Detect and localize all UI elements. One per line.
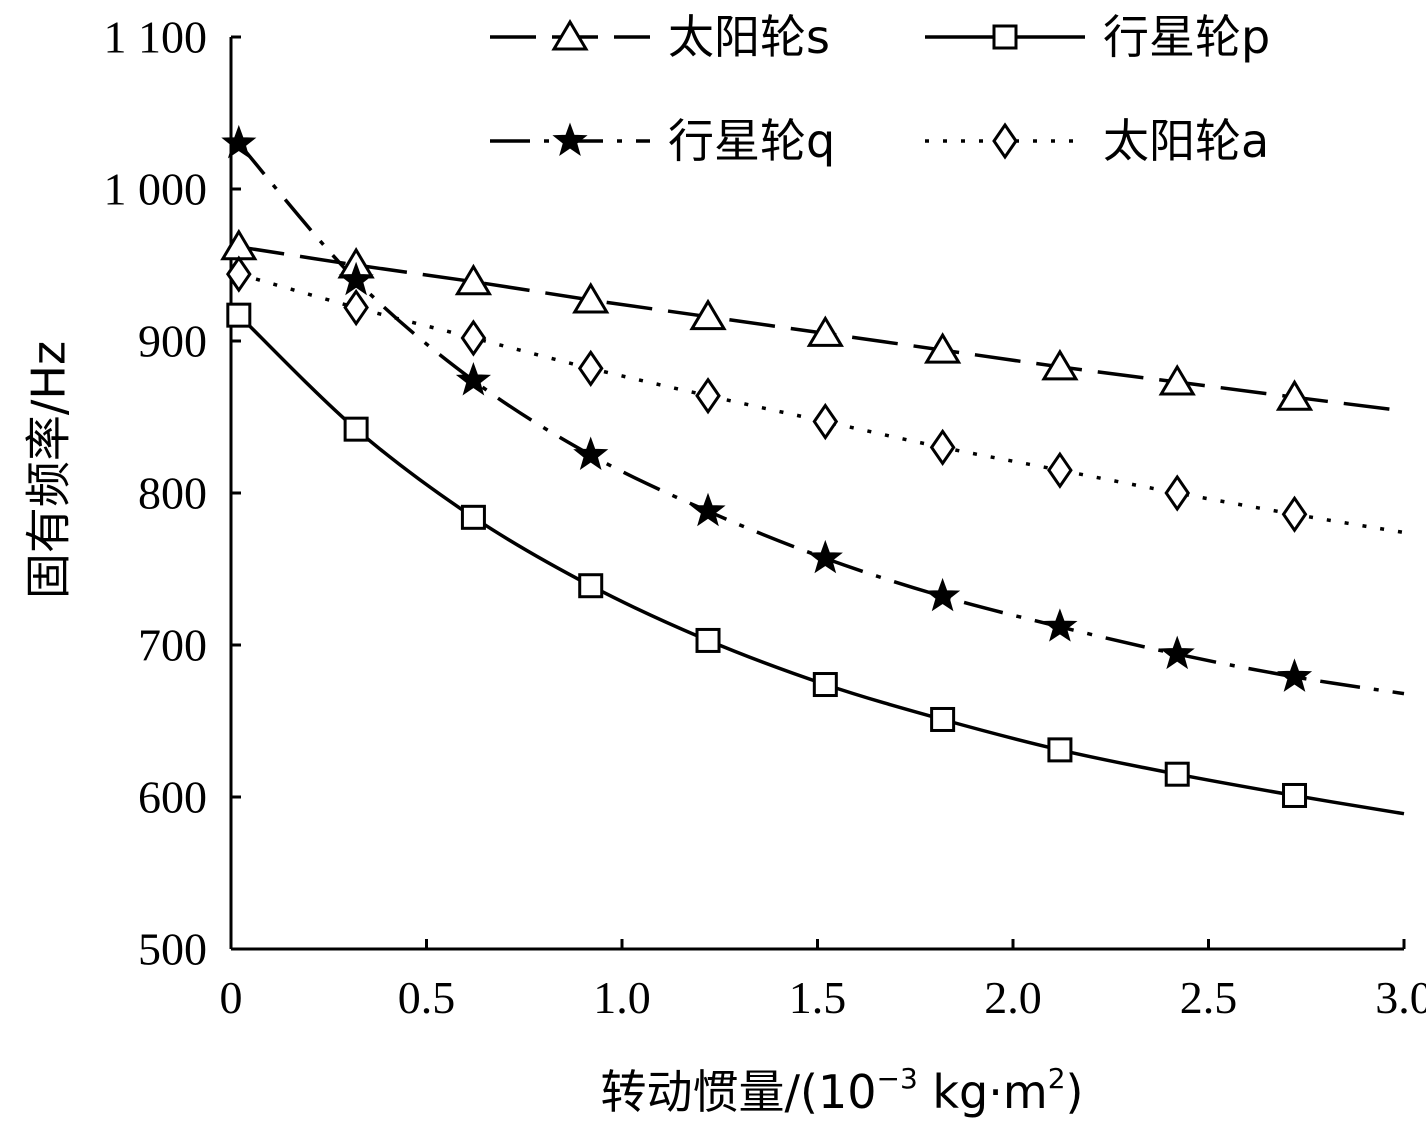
- series-2-point: [221, 124, 257, 159]
- x-tick-label: 0.5: [398, 972, 456, 1023]
- legend: 太阳轮s 行星轮p 行星轮q 太阳轮a: [490, 10, 1270, 168]
- series-3-point: [577, 349, 604, 388]
- y-axis-title: 固有频率/Hz: [22, 341, 76, 599]
- y-tick-label: 700: [138, 620, 207, 671]
- series-3-point: [1164, 474, 1191, 512]
- legend-label-3: 太阳轮a: [1103, 114, 1269, 168]
- x-tick-label: 1.0: [593, 972, 651, 1023]
- y-tick-label: 900: [138, 316, 207, 367]
- series-2-point: [455, 362, 491, 396]
- series-2-point: [1159, 635, 1195, 670]
- legend-label-1: 行星轮p: [1103, 10, 1270, 64]
- series-1-point: [343, 416, 369, 442]
- x-tick-label: 0: [220, 972, 243, 1023]
- x-axis-title-sup2: 2: [1048, 1062, 1066, 1095]
- legend-marker-1: [992, 24, 1018, 50]
- series-2-point: [1277, 658, 1313, 692]
- series-0-point: [220, 228, 258, 261]
- series-3-point: [695, 377, 721, 415]
- series-1-point: [1047, 737, 1073, 763]
- legend-marker-2: [552, 122, 588, 156]
- x-tick-label: 2.0: [984, 972, 1042, 1023]
- series-line-1: [237, 313, 1405, 816]
- legend-marker-0: [551, 19, 589, 51]
- x-tick-label: 1.5: [789, 972, 847, 1023]
- x-tick-label: 2.5: [1180, 972, 1238, 1023]
- series-1-point: [695, 627, 721, 653]
- series-3-point: [1281, 495, 1308, 533]
- y-tick-label: 500: [138, 924, 207, 975]
- series-2-point: [1042, 608, 1078, 642]
- series-lines: [237, 142, 1405, 816]
- series-2-point: [690, 492, 726, 527]
- series-1-point: [226, 302, 252, 328]
- series-0-point: [1041, 348, 1079, 381]
- series-3-point: [225, 255, 252, 293]
- series-0-point: [1158, 364, 1196, 396]
- x-axis-title-mid: kg·m: [918, 1065, 1048, 1119]
- series-3-point: [343, 288, 369, 327]
- series-2-point: [338, 261, 374, 296]
- series-2-point: [573, 436, 609, 470]
- series-3-point: [1047, 451, 1073, 489]
- x-tick-label: 3.0: [1375, 972, 1426, 1023]
- series-1-point: [578, 573, 604, 599]
- series-0-point: [923, 332, 962, 364]
- series-0-point: [689, 298, 727, 331]
- x-axis-title-main: 转动惯量/(10: [601, 1065, 877, 1119]
- series-markers: [220, 124, 1314, 808]
- legend-marker-3: [992, 122, 1018, 160]
- y-tick-label: 1 000: [104, 164, 208, 215]
- series-2-point: [925, 577, 961, 612]
- series-0-point: [1275, 379, 1314, 411]
- legend-label-0: 太阳轮s: [668, 10, 830, 64]
- series-1-point: [1282, 782, 1308, 808]
- series-1-point: [930, 706, 956, 732]
- series-1-point: [1164, 761, 1190, 787]
- x-axis-title-sup: −3: [877, 1062, 918, 1095]
- x-axis-title: 转动惯量/(10−3 kg·m2): [601, 1062, 1084, 1119]
- y-tick-label: 600: [138, 772, 207, 823]
- series-2-point: [807, 539, 843, 574]
- y-tick-label: 1 100: [104, 12, 208, 63]
- series-line-3: [238, 272, 1405, 535]
- series-3-point: [812, 402, 839, 441]
- series-0-point: [572, 282, 610, 314]
- series-3-point: [929, 428, 956, 467]
- y-tick-label: 800: [138, 468, 207, 519]
- series-1-point: [812, 672, 838, 698]
- series-line-2: [237, 142, 1405, 696]
- series-1-point: [460, 504, 486, 530]
- legend-label-2: 行星轮q: [668, 114, 835, 168]
- series-3-point: [460, 319, 487, 357]
- series-0-point: [454, 263, 493, 296]
- x-axis-title-end: ): [1066, 1065, 1084, 1119]
- series-0-point: [806, 315, 844, 347]
